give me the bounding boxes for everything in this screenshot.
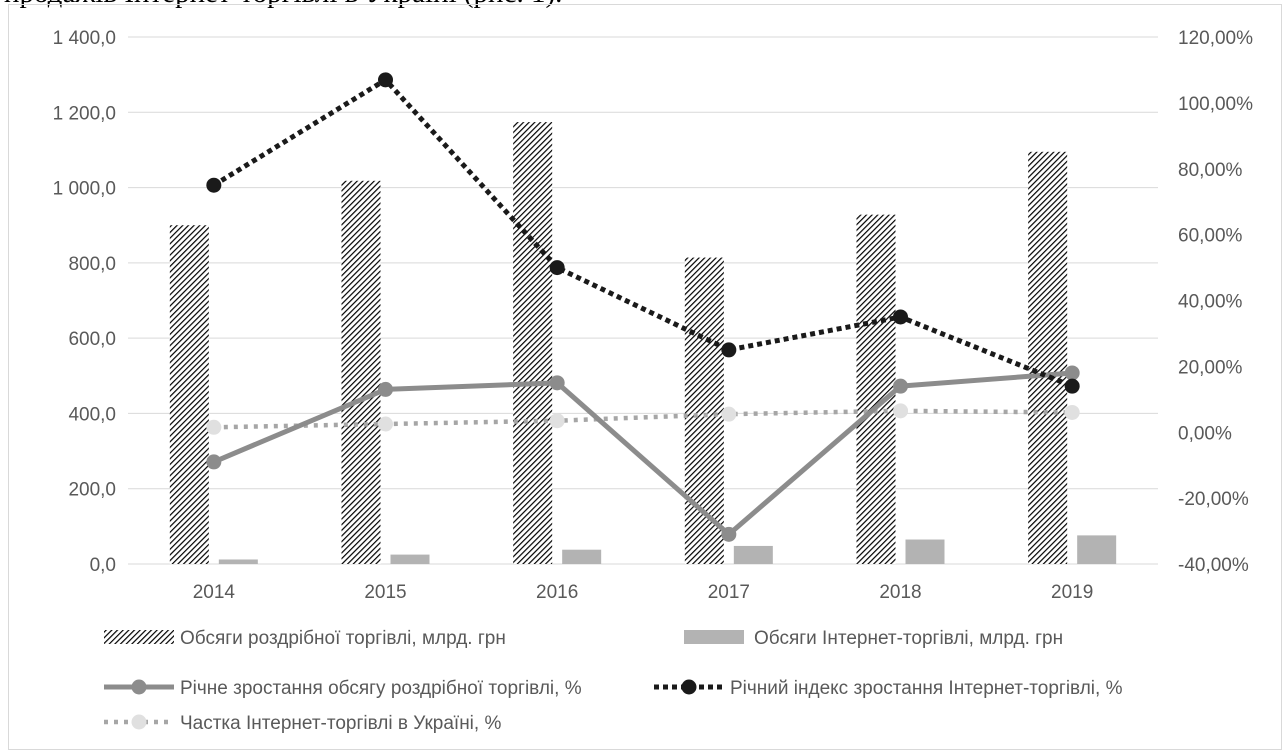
point-dotted-black-2019 [1064, 378, 1080, 394]
legend-item: Річний індекс зростання Інтернет-торгівл… [654, 678, 1123, 699]
lines [206, 72, 1080, 542]
point-solid-gray-2018 [893, 378, 908, 394]
left-tick-label: 1 400,0 [53, 28, 116, 49]
online-bar-2014 [218, 559, 258, 564]
point-dotted-gray-2015 [378, 416, 393, 432]
series-line-dotted-black [212, 77, 1074, 389]
point-dotted-black-2017 [721, 342, 737, 358]
left-tick-label: 1 200,0 [53, 103, 116, 124]
right-tick-label: 60,00% [1178, 226, 1243, 247]
series-line-solid-gray [212, 370, 1073, 537]
legend-item: Обсяги роздрібної торгівлі, млрд. грн [104, 628, 506, 649]
right-tick-label: -20,00% [1178, 489, 1249, 510]
bars [169, 122, 1117, 564]
legend-item: Обсяги Інтернет-торгівлі, млрд. грн [684, 628, 1063, 649]
right-tick-label: -40,00% [1178, 555, 1249, 576]
retail-bar-2019 [1028, 151, 1068, 564]
online-bar-2018 [905, 539, 945, 564]
point-solid-gray-2017 [721, 526, 737, 542]
right-tick-label: 100,00% [1178, 94, 1253, 115]
right-axis-ticks: -40,00% -20,00% 0,00% 20,00% 40,00% 60,00% 80,… [1178, 28, 1253, 576]
point-solid-gray-2014 [206, 454, 222, 470]
gridlines [128, 36, 1158, 565]
online-bar-2016 [562, 549, 602, 564]
point-dotted-gray-2019 [1064, 404, 1080, 420]
x-tick-label: 2015 [364, 582, 406, 603]
x-tick-label: 2017 [708, 582, 750, 603]
left-tick-label: 0,0 [90, 555, 116, 576]
chart-frame [8, 4, 1282, 750]
retail-bar-2018 [856, 214, 896, 564]
right-tick-label: 0,00% [1178, 423, 1232, 444]
legend-label: Обсяги Інтернет-торгівлі, млрд. грн [754, 628, 1063, 649]
x-tick-label: 2019 [1051, 582, 1093, 603]
retail-bar-2015 [341, 180, 381, 564]
point-dotted-gray-2018 [893, 403, 908, 419]
retail-bar-2016 [513, 122, 553, 564]
online-bar-2019 [1077, 535, 1117, 564]
legend-label: Річне зростання обсягу роздрібної торгів… [180, 678, 582, 699]
left-tick-label: 200,0 [68, 480, 116, 501]
point-dotted-gray-2017 [721, 406, 737, 422]
left-tick-label: 1 000,0 [53, 179, 116, 200]
right-tick-label: 40,00% [1178, 292, 1243, 313]
point-dotted-black-2014 [206, 177, 222, 193]
point-solid-gray-2019 [1064, 365, 1080, 381]
left-tick-label: 600,0 [68, 329, 116, 350]
legend-swatch-marker [131, 714, 147, 730]
point-solid-gray-2015 [378, 381, 393, 397]
online-bar-2017 [733, 545, 773, 564]
left-tick-label: 800,0 [68, 254, 116, 275]
x-tick-label: 2018 [879, 582, 921, 603]
legend-label: Частка Інтернет-торгівлі в Україні, % [180, 713, 501, 734]
legend-swatch-marker [681, 679, 697, 695]
point-dotted-black-2015 [378, 72, 393, 88]
point-solid-gray-2016 [549, 375, 565, 391]
legend: Обсяги роздрібної торгівлі, млрд. грн Обс… [104, 628, 1123, 734]
x-axis-ticks: 2014 2015 2016 2017 2018 2019 [193, 582, 1094, 603]
legend-item: Частка Інтернет-торгівлі в Україні, % [104, 713, 501, 734]
legend-label: Обсяги роздрібної торгівлі, млрд. грн [180, 628, 506, 649]
retail-bar-2017 [684, 257, 724, 564]
legend-swatch-hatch [104, 630, 174, 644]
point-dotted-gray-2016 [549, 413, 565, 429]
legend-swatch-marker [131, 679, 147, 695]
online-bar-2015 [390, 554, 430, 564]
right-tick-label: 20,00% [1178, 357, 1243, 378]
left-tick-label: 400,0 [68, 404, 116, 425]
x-tick-label: 2016 [536, 582, 578, 603]
series-line-dotted-gray [213, 408, 1073, 430]
legend-label: Річний індекс зростання Інтернет-торгівл… [730, 678, 1123, 699]
left-axis-ticks: 0,0 200,0 400,0 600,0 800,0 1 000,0 1 200,0 1 4… [53, 28, 116, 576]
point-dotted-gray-2014 [206, 419, 222, 435]
retail-bar-2014 [169, 225, 209, 564]
right-tick-label: 80,00% [1178, 160, 1243, 181]
right-tick-label: 120,00% [1178, 28, 1253, 49]
x-tick-label: 2014 [193, 582, 236, 603]
legend-swatch-gray [684, 630, 744, 644]
point-dotted-black-2016 [549, 260, 565, 276]
legend-item: Річне зростання обсягу роздрібної торгів… [104, 678, 582, 699]
point-dotted-black-2018 [893, 309, 908, 325]
